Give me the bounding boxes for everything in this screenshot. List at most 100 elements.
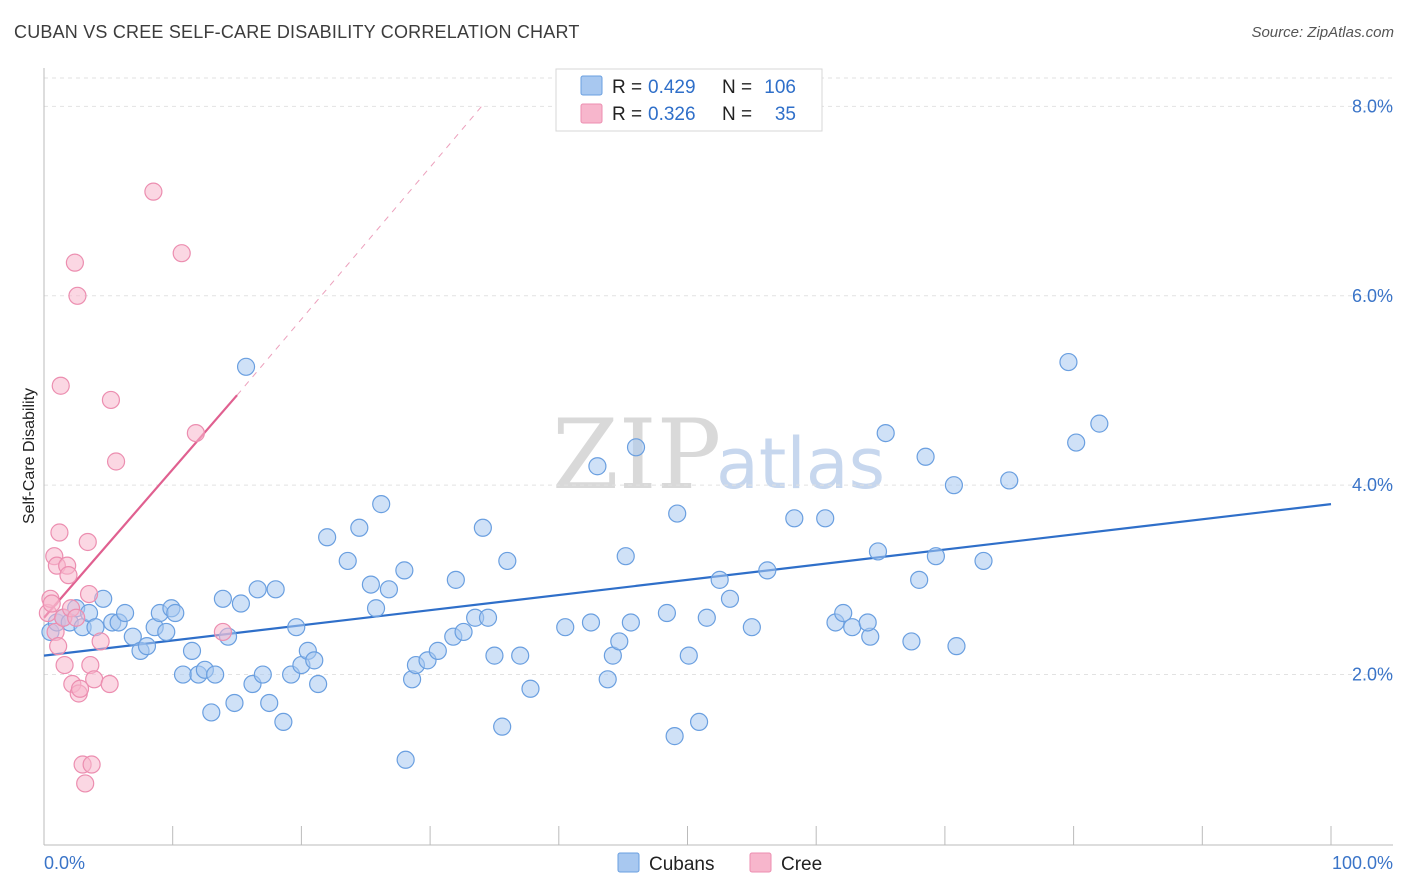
legend-n-label-cree: N = [722, 104, 752, 125]
point-cree [59, 566, 78, 585]
point-cubans [366, 599, 386, 618]
point-cubans [720, 589, 740, 608]
point-cubans [157, 622, 176, 642]
y-tick-label: 2.0% [1352, 665, 1393, 685]
point-cubans [916, 447, 935, 466]
x-tick-label-min: 0.0% [44, 853, 85, 873]
bottom-legend-swatch-cubans [617, 852, 640, 873]
trend-line-cree [43, 394, 238, 619]
point-cree [68, 286, 87, 305]
point-cubans [697, 608, 716, 627]
y-axis-label: Self-Care Disability [21, 388, 38, 524]
point-cree [49, 637, 68, 656]
point-cubans [511, 646, 530, 665]
point-cubans [843, 618, 862, 637]
point-cubans [173, 665, 193, 684]
x-tick-labels: 0.0% 100.0% [44, 853, 1393, 873]
point-cubans [610, 632, 629, 651]
point-cubans [710, 570, 729, 589]
point-cree [186, 423, 205, 443]
point-cubans [742, 618, 761, 637]
point-cubans [202, 703, 221, 722]
point-cubans [485, 646, 504, 665]
bottom-legend-swatch-cree [749, 852, 772, 873]
point-cubans [974, 551, 993, 571]
point-cubans [248, 580, 267, 599]
point-cubans [947, 637, 966, 656]
watermark-atlas: atlas [716, 423, 885, 505]
legend-n-label-cubans: N = [722, 77, 752, 98]
legend-r-value-cree: 0.326 [648, 104, 696, 125]
point-cubans [266, 580, 285, 599]
point-cubans [657, 603, 677, 623]
point-cubans [758, 561, 777, 580]
point-cubans [473, 518, 492, 537]
legend-n-value-cree: 35 [775, 104, 796, 125]
point-cubans [1067, 433, 1086, 452]
point-cubans [182, 641, 202, 660]
point-cubans [1059, 352, 1078, 372]
point-cubans [115, 603, 135, 623]
point-cubans [588, 457, 607, 476]
trend-lines [43, 106, 1332, 657]
point-cubans [287, 618, 306, 637]
point-cree [70, 679, 90, 698]
point-cree [106, 452, 126, 471]
point-cubans [305, 651, 324, 670]
point-cubans [581, 613, 601, 632]
point-cree [82, 755, 101, 774]
point-cree [42, 594, 61, 613]
point-cree [51, 376, 70, 395]
legend-r-label-cubans: R = [612, 77, 642, 98]
data-points [38, 182, 1109, 793]
y-tick-label: 8.0% [1352, 96, 1393, 116]
legend-swatch-cree [580, 103, 603, 124]
point-cubans [395, 561, 414, 580]
legend-r-label-cree: R = [612, 104, 642, 125]
point-cubans [816, 509, 835, 528]
point-cubans [253, 665, 272, 684]
point-cubans [478, 608, 498, 627]
point-cubans [309, 674, 328, 694]
point-cubans [668, 504, 687, 523]
point-cubans [876, 423, 895, 443]
point-cubans [626, 438, 646, 457]
point-cubans [679, 646, 698, 665]
point-cubans [318, 528, 337, 547]
point-cubans [689, 712, 709, 732]
trend-line-cree-extension [236, 106, 482, 396]
point-cubans [493, 717, 512, 736]
point-cubans [225, 693, 244, 713]
point-cubans [902, 632, 921, 651]
point-cree [144, 182, 163, 201]
point-cree [100, 674, 119, 694]
point-cree [50, 523, 69, 542]
point-cubans [396, 750, 415, 769]
point-cubans [206, 665, 225, 684]
point-cree [55, 655, 74, 675]
point-cree [85, 670, 104, 689]
point-cree [91, 632, 110, 651]
point-cree [79, 584, 99, 604]
x-tick-label-max: 100.0% [1332, 853, 1393, 873]
point-cree [213, 622, 232, 642]
point-cubans [446, 570, 465, 589]
point-cubans [166, 603, 185, 623]
point-cubans [665, 727, 684, 746]
legend-n-value-cubans: 106 [764, 77, 796, 98]
legend-swatch-cubans [580, 75, 603, 96]
point-cubans [785, 509, 804, 528]
bottom-legend-cree: Cree [781, 854, 822, 875]
point-cubans [123, 627, 142, 646]
point-cubans [868, 542, 888, 561]
y-tick-labels: 2.0% 4.0% 6.0% 8.0% [1352, 96, 1393, 684]
point-cubans [858, 613, 877, 632]
point-cubans [521, 679, 540, 698]
point-cubans [598, 670, 617, 689]
point-cree [172, 244, 191, 263]
chart-title: CUBAN VS CREE SELF-CARE DISABILITY CORRE… [14, 22, 580, 42]
point-cree [67, 608, 86, 627]
point-cubans [910, 570, 929, 589]
point-cubans [556, 618, 575, 637]
point-cubans [379, 580, 399, 599]
